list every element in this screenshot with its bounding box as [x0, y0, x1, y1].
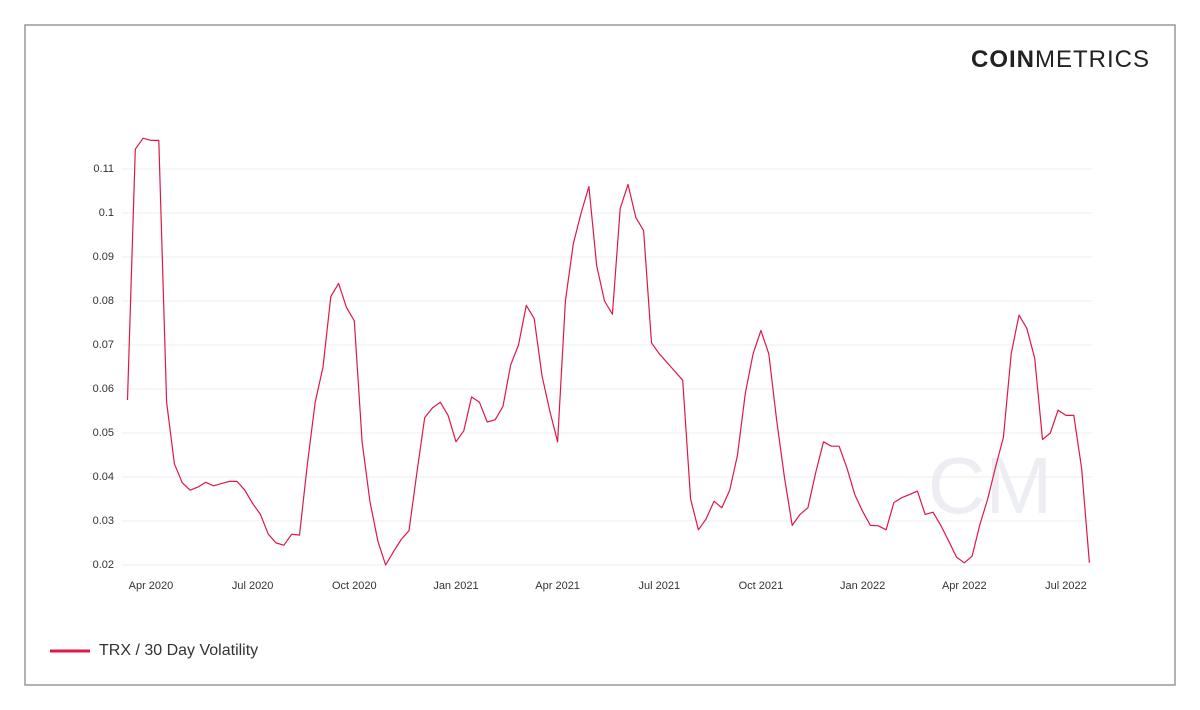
y-tick-label: 0.11 — [93, 163, 114, 175]
legend-label: TRX / 30 Day Volatility — [99, 642, 258, 659]
y-tick-label: 0.07 — [93, 339, 114, 351]
watermark: CM — [928, 441, 1052, 530]
y-tick-label: 0.06 — [93, 383, 114, 395]
frame — [24, 24, 1176, 686]
x-tick-label: Jul 2022 — [1045, 580, 1087, 592]
x-tick-label: Oct 2020 — [332, 580, 377, 592]
series-line — [126, 137, 1090, 566]
y-tick-label: 0.05 — [93, 427, 114, 439]
y-tick-label: 0.02 — [93, 559, 114, 571]
y-tick-label: 0.1 — [99, 207, 114, 219]
x-tick-label: Jan 2022 — [840, 580, 885, 592]
x-tick-label: Jul 2021 — [638, 580, 680, 592]
x-tick-label: Apr 2022 — [942, 580, 987, 592]
x-tick-label: Apr 2021 — [535, 580, 580, 592]
x-tick-label: Apr 2020 — [129, 580, 174, 592]
x-tick-label: Jan 2021 — [433, 580, 478, 592]
logo-light: METRICS — [1035, 46, 1150, 73]
logo: COINMETRICS — [971, 46, 1150, 73]
y-tick-label: 0.04 — [93, 471, 114, 483]
x-tick-label: Jul 2020 — [232, 580, 274, 592]
y-tick-label: 0.03 — [93, 515, 114, 527]
x-tick-label: Oct 2021 — [739, 580, 784, 592]
y-tick-label: 0.09 — [93, 251, 114, 263]
logo-bold: COIN — [971, 46, 1035, 73]
y-tick-label: 0.08 — [93, 295, 114, 307]
